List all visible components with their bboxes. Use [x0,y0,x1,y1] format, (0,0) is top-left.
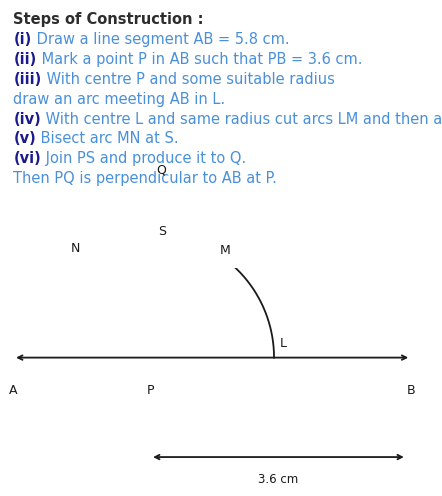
Text: Mark a point P in AB such that PB = 3.6 cm.: Mark a point P in AB such that PB = 3.6 … [37,52,362,67]
Text: (i): (i) [13,32,31,47]
Text: Bisect arc MN at S.: Bisect arc MN at S. [36,131,179,146]
Text: (v): (v) [13,131,36,146]
Text: Then PQ is perpendicular to AB at P.: Then PQ is perpendicular to AB at P. [13,171,277,186]
Text: N: N [71,242,80,255]
Text: P: P [147,384,154,397]
Text: Steps of Construction :: Steps of Construction : [13,12,204,27]
Text: Q: Q [156,164,166,177]
Text: Join PS and produce it to Q.: Join PS and produce it to Q. [41,151,246,166]
Text: (iv): (iv) [13,112,41,126]
Text: (iii): (iii) [13,72,42,87]
Text: (ii): (ii) [13,52,37,67]
Text: L: L [280,337,287,350]
Text: M: M [220,244,231,257]
Text: With centre P and some suitable radius: With centre P and some suitable radius [42,72,335,87]
Text: draw an arc meeting AB in L.: draw an arc meeting AB in L. [13,92,225,107]
Text: With centre L and same radius cut arcs LM and then as N.: With centre L and same radius cut arcs L… [41,112,442,126]
Text: A: A [9,384,18,397]
Text: B: B [407,384,415,397]
Text: S: S [158,225,166,238]
Text: (vi): (vi) [13,151,41,166]
Text: 3.6 cm: 3.6 cm [258,473,299,486]
Text: Draw a line segment AB = 5.8 cm.: Draw a line segment AB = 5.8 cm. [31,32,289,47]
